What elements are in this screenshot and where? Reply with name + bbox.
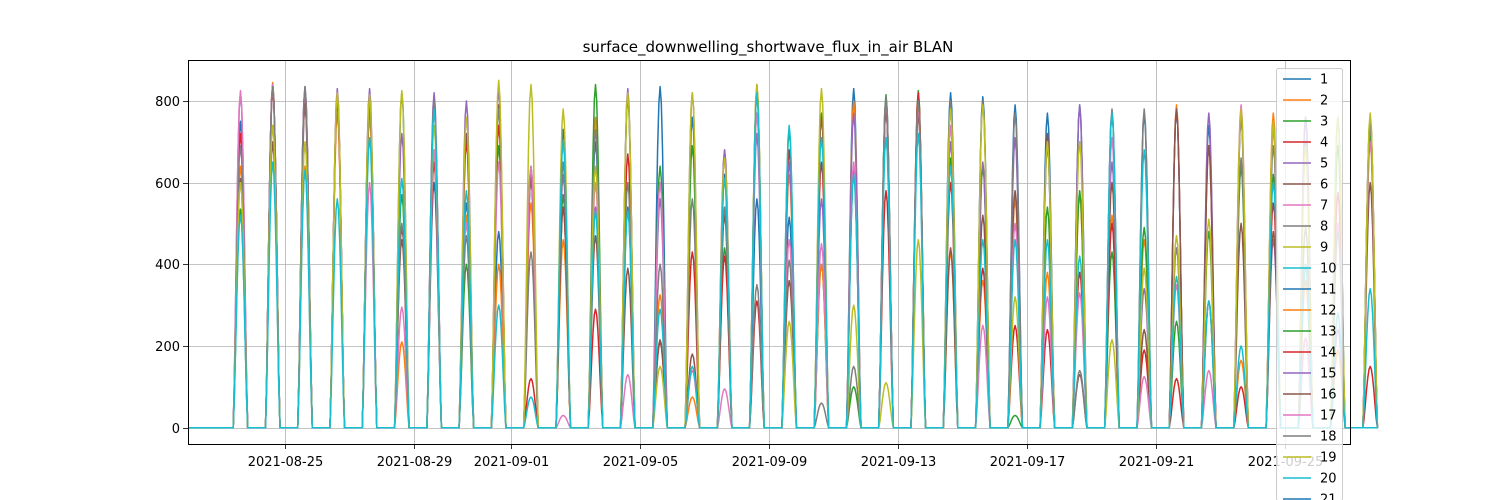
x-tick-label: 2021-08-29	[377, 455, 453, 470]
x-tick-label: 2021-09-17	[990, 455, 1066, 470]
x-tick-label: 2021-09-21	[1119, 455, 1195, 470]
legend-label-19: 19	[1320, 451, 1337, 466]
legend-label-13: 13	[1320, 325, 1337, 340]
legend-box	[1276, 68, 1343, 500]
legend-label-5: 5	[1320, 157, 1328, 172]
legend-label-10: 10	[1320, 262, 1337, 277]
legend-label-21: 21	[1320, 493, 1337, 500]
legend-label-9: 9	[1320, 241, 1328, 256]
legend-label-11: 11	[1320, 283, 1337, 298]
x-tick-label: 2021-09-05	[603, 455, 679, 470]
legend-label-14: 14	[1320, 346, 1337, 361]
legend-label-4: 4	[1320, 136, 1328, 151]
x-tick-label: 2021-09-13	[861, 455, 937, 470]
legend-label-17: 17	[1320, 409, 1337, 424]
chart-title: surface_downwelling_shortwave_flux_in_ai…	[583, 38, 954, 57]
legend-label-2: 2	[1320, 94, 1328, 109]
y-tick-label: 400	[155, 258, 180, 273]
y-tick-label: 600	[155, 177, 180, 192]
legend-label-15: 15	[1320, 367, 1337, 382]
y-tick-label: 0	[172, 422, 180, 437]
legend-label-7: 7	[1320, 199, 1328, 214]
legend-label-8: 8	[1320, 220, 1328, 235]
x-tick-label: 2021-08-25	[248, 455, 324, 470]
legend-label-20: 20	[1320, 472, 1337, 487]
legend-label-6: 6	[1320, 178, 1328, 193]
legend-label-1: 1	[1320, 73, 1328, 88]
y-tick-label: 800	[155, 95, 180, 110]
series-lines	[188, 79, 1379, 429]
series-line-10	[188, 91, 1379, 429]
legend-label-16: 16	[1320, 388, 1337, 403]
x-tick-label: 2021-09-01	[474, 455, 550, 470]
x-tick-label: 2021-09-09	[732, 455, 808, 470]
legend-label-3: 3	[1320, 115, 1328, 130]
legend-label-18: 18	[1320, 430, 1337, 445]
y-tick-label: 200	[155, 340, 180, 355]
legend-label-12: 12	[1320, 304, 1337, 319]
